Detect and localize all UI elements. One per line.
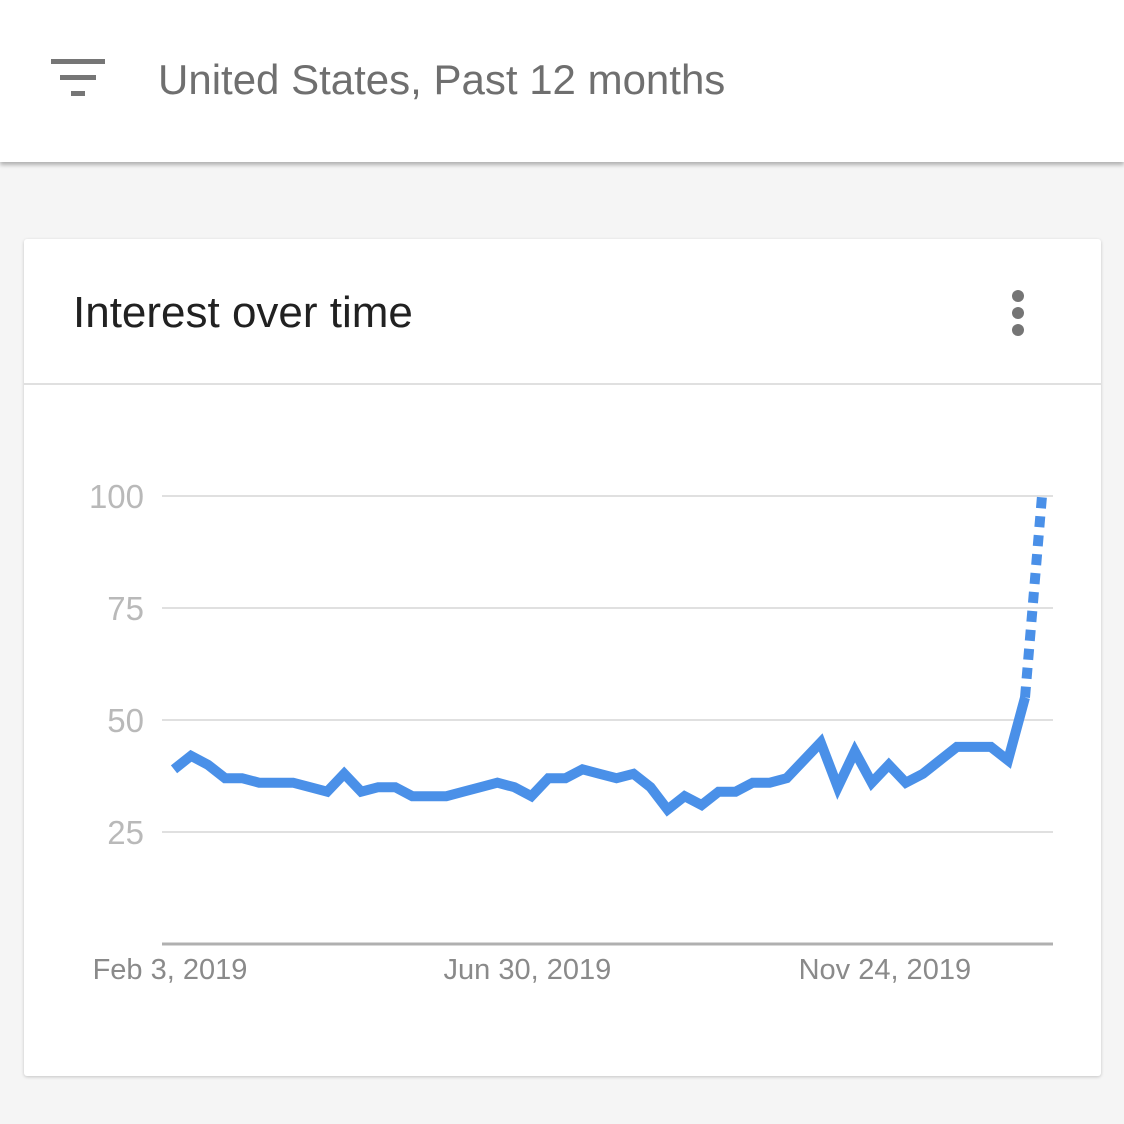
- data-point[interactable]: [167, 762, 181, 776]
- y-tick-label: 75: [107, 590, 144, 627]
- interest-over-time-card: Interest over time 25 50 75 100 Feb 3, 2019…: [24, 239, 1101, 1076]
- data-point[interactable]: [797, 753, 811, 767]
- data-point[interactable]: [984, 740, 998, 754]
- more-vert-icon[interactable]: [1000, 283, 1036, 343]
- data-point[interactable]: [695, 798, 709, 812]
- data-point[interactable]: [780, 771, 794, 785]
- data-point[interactable]: [763, 776, 777, 790]
- data-point[interactable]: [439, 789, 453, 803]
- data-point[interactable]: [388, 780, 402, 794]
- y-tick-label: 100: [89, 478, 144, 515]
- data-point[interactable]: [235, 771, 249, 785]
- data-point[interactable]: [950, 740, 964, 754]
- data-point[interactable]: [286, 776, 300, 790]
- data-point[interactable]: [746, 776, 760, 790]
- data-point[interactable]: [303, 780, 317, 794]
- data-point[interactable]: [490, 776, 504, 790]
- data-point[interactable]: [1035, 489, 1049, 503]
- interest-line-chart: 25 50 75 100 Feb 3, 2019 Jun 30, 2019 Nov 24,…: [89, 478, 1053, 986]
- data-point[interactable]: [729, 785, 743, 799]
- data-point[interactable]: [967, 740, 981, 754]
- top-app-bar: United States, Past 12 months: [0, 0, 1124, 162]
- data-point[interactable]: [320, 785, 334, 799]
- data-point[interactable]: [269, 776, 283, 790]
- data-point[interactable]: [422, 789, 436, 803]
- y-tick-label: 25: [107, 814, 144, 851]
- card-title: Interest over time: [73, 288, 413, 337]
- card-divider: [24, 383, 1101, 385]
- x-tick-label: Nov 24, 2019: [799, 954, 972, 986]
- data-point[interactable]: [627, 767, 641, 781]
- data-point[interactable]: [558, 771, 572, 785]
- data-point[interactable]: [354, 785, 368, 799]
- data-point[interactable]: [371, 780, 385, 794]
- data-point[interactable]: [831, 780, 845, 794]
- data-point[interactable]: [1018, 691, 1032, 705]
- data-point[interactable]: [933, 753, 947, 767]
- data-point[interactable]: [712, 785, 726, 799]
- y-tick-label: 50: [107, 702, 144, 739]
- data-point[interactable]: [507, 780, 521, 794]
- data-point[interactable]: [456, 785, 470, 799]
- x-tick-label: Jun 30, 2019: [444, 954, 612, 986]
- data-point[interactable]: [610, 771, 624, 785]
- data-point[interactable]: [678, 789, 692, 803]
- data-point[interactable]: [473, 780, 487, 794]
- data-point[interactable]: [541, 771, 555, 785]
- data-point[interactable]: [201, 758, 215, 772]
- data-point[interactable]: [405, 789, 419, 803]
- x-tick-label: Feb 3, 2019: [93, 954, 248, 986]
- data-point[interactable]: [661, 803, 675, 817]
- data-point[interactable]: [899, 776, 913, 790]
- data-point[interactable]: [916, 767, 930, 781]
- data-point[interactable]: [1001, 753, 1015, 767]
- data-point[interactable]: [882, 758, 896, 772]
- data-point[interactable]: [575, 762, 589, 776]
- series-line: [170, 696, 1030, 817]
- data-point[interactable]: [337, 767, 351, 781]
- data-point[interactable]: [252, 776, 266, 790]
- data-point[interactable]: [592, 767, 606, 781]
- filter-list-icon[interactable]: [46, 52, 110, 104]
- series-line-partial: [1020, 495, 1047, 699]
- data-point[interactable]: [218, 771, 232, 785]
- data-point[interactable]: [865, 776, 879, 790]
- data-point[interactable]: [644, 780, 658, 794]
- data-point[interactable]: [814, 735, 828, 749]
- data-point[interactable]: [184, 749, 198, 763]
- data-point[interactable]: [524, 789, 538, 803]
- data-point[interactable]: [848, 744, 862, 758]
- filter-summary[interactable]: United States, Past 12 months: [158, 56, 726, 103]
